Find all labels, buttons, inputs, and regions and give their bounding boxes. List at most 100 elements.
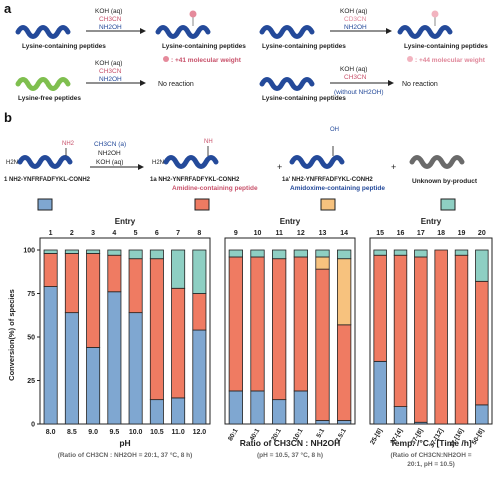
panel-a-scheme: Lysine-containing peptides KOH (aq) CH3C… — [15, 8, 488, 102]
arrow-head — [138, 164, 144, 170]
bar-segment-1 — [293, 390, 308, 425]
bar-segment-by-product — [250, 249, 265, 258]
bar-segment-by-product — [149, 249, 164, 260]
bar-segment-by-product — [192, 249, 207, 294]
reagent-3: NH2OH — [99, 24, 122, 31]
chart-panel-3: Entry1525-[8]1637-[4]1737-[8]1837-[12]19… — [369, 217, 493, 468]
reactant-label: Lysine-free peptides — [18, 95, 81, 102]
h2n-label: H2N — [152, 160, 164, 166]
reagent-1: KOH (aq) — [95, 60, 122, 67]
x-axis-label: Temp. /°C - [Time /h] — [390, 438, 472, 448]
panel-label-a: a — [4, 1, 12, 16]
y-tick-label: 75 — [27, 291, 35, 298]
byproduct-swatch — [440, 198, 456, 211]
arrow-head — [140, 80, 146, 86]
x-axis-label: pH — [119, 438, 130, 448]
bar-segment-1 — [43, 286, 58, 425]
chart-title: Entry — [115, 217, 136, 226]
bar-segment-by-product — [228, 249, 243, 258]
bar-segment-by-product — [373, 249, 387, 256]
bar-segment-by-product — [43, 249, 58, 254]
lysine-peptide-helix-icon — [15, 25, 71, 39]
peptide-1-helix-icon — [17, 155, 73, 169]
species-1-swatch — [37, 198, 53, 211]
caption-line: 20:1, pH = 10.5) — [407, 461, 455, 468]
bar-segment-1a — [128, 258, 143, 314]
y-axis-title: Conversion(%) of species — [7, 289, 16, 381]
bar-segment-1 — [315, 420, 330, 425]
panel-b-scheme: H2N NH2 1 NH2-YNFRFADFYKL-CONH2 CH3CN (a… — [4, 127, 478, 211]
bar-segment-1a — [373, 254, 387, 362]
bar-segment-1a — [454, 254, 469, 425]
reaction-4: Lysine-containing peptides KOH (aq) CH3C… — [259, 66, 438, 102]
x-tick-label: 5:1 — [315, 427, 326, 439]
legend-dot-icon — [163, 56, 169, 62]
x-tick-label: 9.5 — [110, 429, 120, 436]
reagent-2: CH3CN — [344, 74, 367, 81]
bar-segment-1a — [250, 256, 265, 392]
species-1a-swatch — [194, 198, 210, 211]
nh-label: NH — [204, 139, 213, 145]
bar-segment-1a — [337, 324, 352, 421]
reaction-2: KOH (aq) CD3CN NH2OH Lysine-containing p… — [259, 8, 488, 64]
arrow-head — [386, 28, 392, 34]
x-axis-label: Ratio of CH3CN : NH2OH — [240, 438, 341, 448]
bar-segment-1a — [475, 280, 489, 406]
x-tick-label: 12.0 — [193, 429, 207, 436]
mass-shift-note: : +41 molecular weight — [171, 57, 242, 64]
species-1a-prime-name: Amidoxime-containing peptide — [290, 185, 385, 192]
caption: (Ratio of CH3CN : NH2OH = 20:1, 37 °C, 8… — [58, 451, 193, 459]
reagent-1: KOH (aq) — [95, 8, 122, 15]
bar-segment-1 — [250, 390, 265, 425]
y-tick-label: 50 — [27, 335, 35, 342]
entry-number: 19 — [458, 230, 466, 237]
modification-dot-icon — [431, 10, 439, 18]
x-tick-label: 9.0 — [88, 429, 98, 436]
reactant-label: Lysine-containing peptides — [262, 43, 346, 50]
bar-segment-by-product — [293, 249, 308, 258]
bar-segment-1 — [373, 360, 387, 425]
caption: (pH = 10.5, 37 °C, 8 h) — [257, 451, 323, 459]
bar-segment-1 — [64, 312, 79, 425]
x-tick-label: 8.5 — [67, 429, 77, 436]
bar-segment-1a — [86, 253, 101, 348]
x-tick-label: 10.5 — [150, 429, 164, 436]
bar-segment-by-product — [454, 249, 469, 256]
species-1a-prime-swatch — [320, 198, 336, 211]
bar-segment-1a — [171, 287, 186, 399]
bar-segment-1 — [228, 390, 243, 425]
x-tick-label: 11.0 — [172, 429, 185, 436]
arrow-head — [388, 80, 394, 86]
lysine-peptide-helix-icon — [259, 25, 315, 39]
reagent-2: CH3CN — [99, 16, 122, 23]
entry-number: 1 — [49, 230, 53, 237]
bar-segment-1 — [128, 312, 143, 425]
plot-frame — [369, 237, 493, 425]
x-tick-label: 50-[8] — [471, 428, 486, 447]
entry-number: 9 — [234, 230, 238, 237]
entry-number: 13 — [319, 230, 327, 237]
reaction-1: Lysine-containing peptides KOH (aq) CH3C… — [15, 8, 246, 64]
bar-segment-by-product — [414, 249, 428, 258]
x-tick-label: 8.0 — [46, 429, 56, 436]
bar-segment-by-product — [393, 249, 408, 256]
entry-number: 14 — [340, 230, 348, 237]
h2n-label: H2N — [6, 160, 18, 166]
species-1-sequence: 1 NH2-YNFRFADFYKL-CONH2 — [4, 177, 91, 183]
amidine-peptide-helix-icon — [163, 155, 219, 169]
product-helix-icon — [397, 10, 453, 39]
entry-number: 10 — [254, 230, 262, 237]
entry-number: 5 — [134, 230, 138, 237]
scheme-reagent-1: CH3CN (a) — [94, 141, 126, 148]
chart-panel-2: Entry980:11040:11120:11210:1135:1142.5:1… — [224, 217, 356, 459]
reagent-2: CH3CN — [99, 68, 122, 75]
bar-segment-1a — [393, 254, 408, 408]
x-tick-label: 80:1 — [227, 427, 240, 442]
species-1a-prime-sequence: 1a' NH2-YNFRFADFYKL-CONH2 — [282, 177, 373, 183]
lysine-peptide-helix-icon — [259, 77, 315, 91]
plus-sign: + — [391, 162, 396, 172]
bar-segment-1 — [192, 329, 207, 425]
bar-segment-by-product — [337, 249, 352, 260]
bar-segment-1 — [149, 399, 164, 425]
chart-title: Entry — [421, 217, 442, 226]
